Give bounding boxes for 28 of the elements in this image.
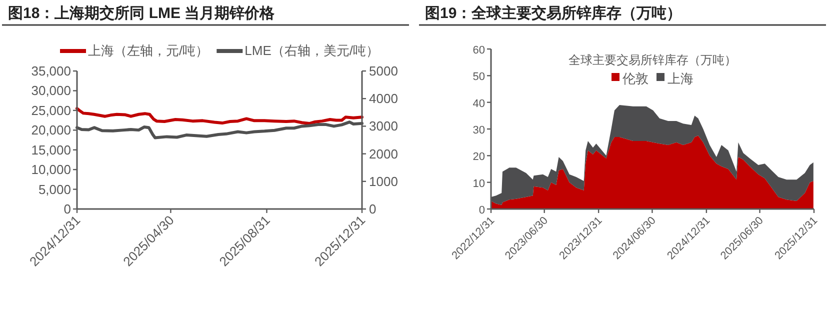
legend-label: 上海（左轴，元/吨） — [88, 43, 209, 58]
y-tick-label: 50 — [472, 71, 485, 84]
y-tick-label: 30 — [472, 124, 485, 136]
y-tick-label: 60 — [472, 44, 485, 56]
y-tick-label: 25,000 — [31, 102, 71, 118]
legend-label: LME（右轴，美元/吨） — [244, 43, 379, 58]
legend-label: 上海 — [668, 71, 694, 86]
y2-tick-label: 1000 — [369, 174, 398, 189]
y2-tick-label: 3000 — [369, 118, 398, 134]
y-tick-label: 10,000 — [31, 162, 71, 178]
y2-tick-label: 4000 — [369, 91, 398, 106]
y-tick-label: 30,000 — [31, 83, 71, 98]
y2-tick-label: 2000 — [369, 146, 398, 162]
y-tick-label: 20,000 — [31, 122, 71, 138]
y-tick-label: 5,000 — [38, 182, 71, 197]
chart-title: 图19：全球主要交易所锌库存（万吨） — [425, 4, 682, 22]
chart-subtitle: 全球主要交易所锌库存（万吨） — [568, 53, 736, 67]
legend-label: 伦敦 — [622, 71, 648, 86]
y-tick-label: 0 — [478, 204, 485, 216]
y-tick-label: 0 — [64, 202, 71, 216]
y-tick-label: 15,000 — [31, 142, 71, 158]
y2-tick-label: 0 — [369, 202, 376, 216]
y-tick-label: 35,000 — [31, 64, 71, 78]
y-tick-label: 20 — [472, 151, 485, 164]
y2-tick-label: 5000 — [369, 64, 398, 78]
chart-title: 图18：上海期交所同 LME 当月期锌价格 — [8, 4, 276, 22]
y-tick-label: 40 — [472, 98, 485, 110]
y-tick-label: 10 — [472, 178, 485, 190]
